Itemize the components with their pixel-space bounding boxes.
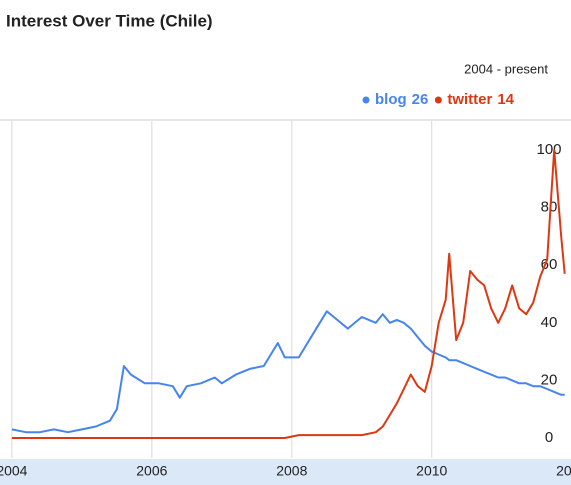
x-axis-band: [0, 459, 571, 485]
legend-label: blog 26: [375, 91, 428, 108]
x-tick-label: 2006: [136, 463, 167, 479]
x-tick-label: 2004: [0, 463, 28, 479]
y-tick-label: 100: [536, 141, 561, 158]
series-line: [11, 310, 565, 434]
legend-label: twitter 14: [447, 91, 514, 108]
legend: blog 26 twitter 14: [362, 91, 515, 108]
legend-name: twitter: [447, 91, 492, 108]
legend-value: 26: [412, 91, 429, 108]
y-tick-label: 20: [541, 371, 558, 388]
legend-swatch: [434, 96, 442, 104]
x-tick-label: 2012: [556, 463, 571, 479]
x-tick-label: 2010: [416, 463, 447, 479]
y-tick-label: 80: [541, 199, 558, 216]
legend-name: blog: [375, 91, 407, 108]
legend-value: 14: [497, 91, 514, 108]
x-tick-label: 2008: [276, 463, 307, 479]
legend-swatch: [362, 96, 370, 104]
y-tick-label: 0: [545, 429, 553, 446]
y-tick-label: 60: [541, 256, 558, 273]
chart-subtitle: 2004 - present: [464, 61, 548, 76]
series-line: [11, 149, 566, 439]
y-tick-label: 40: [541, 314, 558, 331]
chart-title: Interest Over Time (Chile): [6, 11, 213, 30]
